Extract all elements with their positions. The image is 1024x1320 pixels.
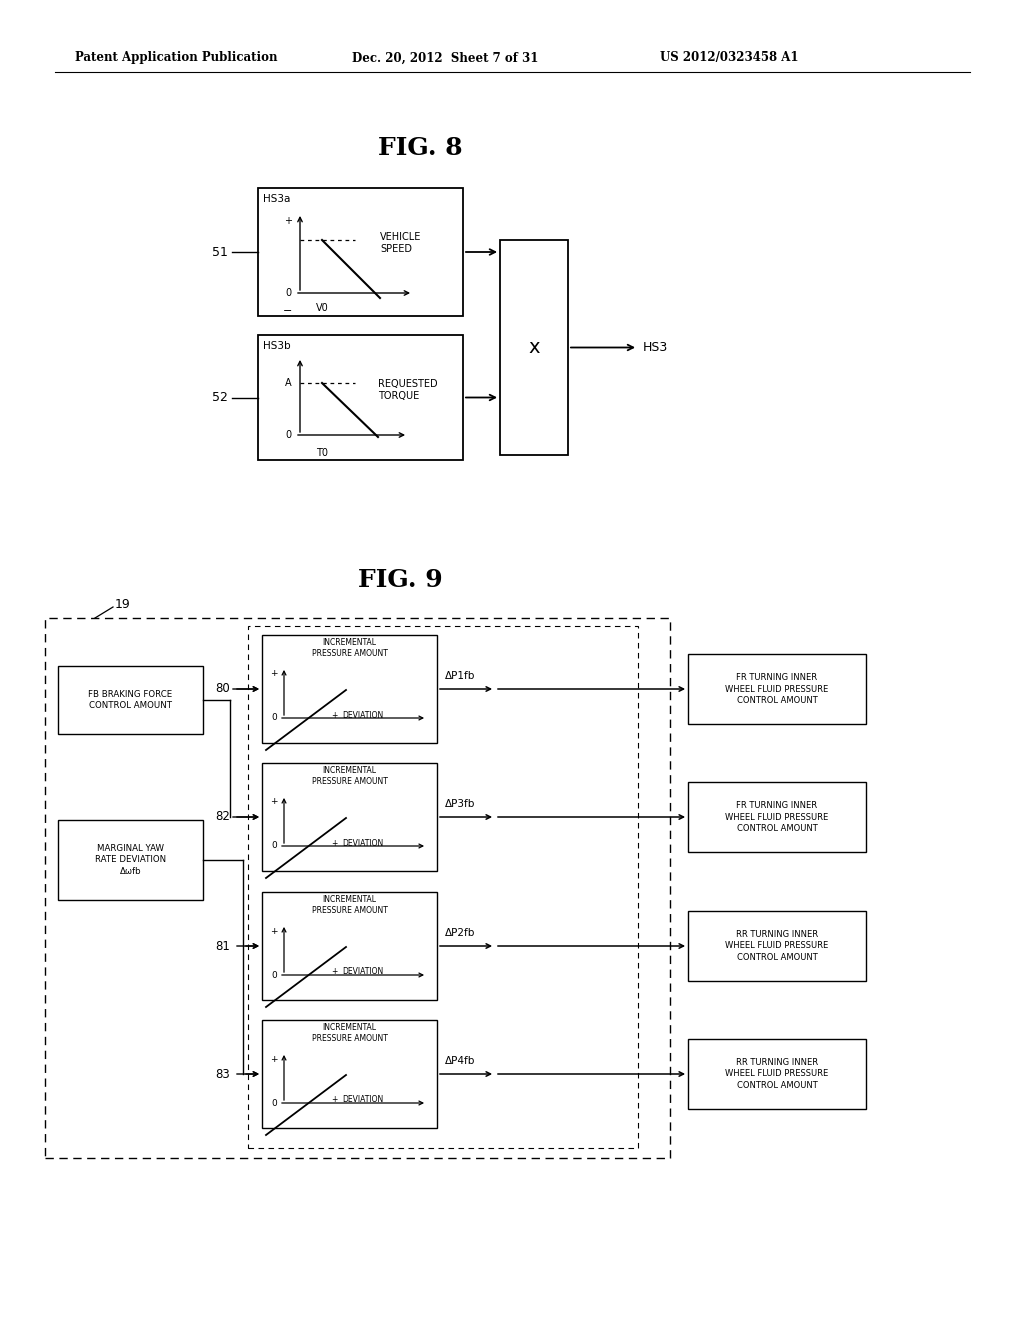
Text: ΔP2fb: ΔP2fb [445,928,475,939]
Bar [688,1039,866,1109]
Text: 0: 0 [285,430,291,440]
Text: RR TURNING INNER
WHEEL FLUID PRESSURE
CONTROL AMOUNT: RR TURNING INNER WHEEL FLUID PRESSURE CO… [725,1059,828,1089]
Text: FR TURNING INNER
WHEEL FLUID PRESSURE
CONTROL AMOUNT: FR TURNING INNER WHEEL FLUID PRESSURE CO… [725,673,828,705]
Text: 51: 51 [212,246,228,259]
Bar [688,781,866,851]
Bar [262,635,437,743]
Text: 0: 0 [271,1098,276,1107]
Text: ΔP1fb: ΔP1fb [445,671,475,681]
Text: VEHICLE
SPEED: VEHICLE SPEED [380,232,421,255]
Text: +: + [331,710,337,719]
Text: x: x [528,338,540,356]
Text: INCREMENTAL
PRESSURE AMOUNT: INCREMENTAL PRESSURE AMOUNT [311,767,387,785]
Text: 0: 0 [271,714,276,722]
Text: 83: 83 [215,1068,230,1081]
Bar [58,667,203,734]
Text: 19: 19 [115,598,131,610]
Text: +: + [331,838,337,847]
Text: DEVIATION: DEVIATION [342,968,383,977]
Bar [262,892,437,1001]
Text: FIG. 8: FIG. 8 [378,136,462,160]
Text: HS3b: HS3b [263,341,291,351]
Bar [262,1020,437,1129]
Text: US 2012/0323458 A1: US 2012/0323458 A1 [660,51,799,65]
Text: HS3a: HS3a [263,194,291,205]
Text: 0: 0 [285,288,291,298]
Bar [258,187,463,315]
Bar [688,911,866,981]
Text: +: + [270,1055,278,1064]
Text: 52: 52 [212,391,228,404]
Text: DEVIATION: DEVIATION [342,838,383,847]
Text: −: − [284,306,293,315]
Text: FB BRAKING FORCE
CONTROL AMOUNT: FB BRAKING FORCE CONTROL AMOUNT [88,690,173,710]
Text: ΔP3fb: ΔP3fb [445,799,475,809]
Text: REQUESTED
TORQUE: REQUESTED TORQUE [378,379,437,401]
Bar [500,240,568,455]
Text: 0: 0 [271,842,276,850]
Text: DEVIATION: DEVIATION [342,1096,383,1105]
Text: A: A [285,378,291,388]
Text: +: + [270,797,278,807]
Text: FIG. 9: FIG. 9 [357,568,442,591]
Text: MARGINAL YAW
RATE DEVIATION
Δωfb: MARGINAL YAW RATE DEVIATION Δωfb [95,845,166,875]
Text: V0: V0 [315,304,329,313]
Text: +: + [270,927,278,936]
Text: 80: 80 [215,682,230,696]
Bar [45,618,670,1158]
Text: +: + [331,968,337,977]
Bar [248,626,638,1148]
Text: 82: 82 [215,810,230,824]
Text: HS3: HS3 [643,341,669,354]
Text: 0: 0 [271,970,276,979]
Bar [258,335,463,459]
Text: Patent Application Publication: Patent Application Publication [75,51,278,65]
Text: ΔP4fb: ΔP4fb [445,1056,475,1067]
Text: +: + [284,216,292,226]
Text: Dec. 20, 2012  Sheet 7 of 31: Dec. 20, 2012 Sheet 7 of 31 [352,51,539,65]
Text: DEVIATION: DEVIATION [342,710,383,719]
Text: +: + [270,669,278,678]
Text: FR TURNING INNER
WHEEL FLUID PRESSURE
CONTROL AMOUNT: FR TURNING INNER WHEEL FLUID PRESSURE CO… [725,801,828,833]
Bar [58,820,203,900]
Text: INCREMENTAL
PRESSURE AMOUNT: INCREMENTAL PRESSURE AMOUNT [311,639,387,657]
Text: +: + [331,1096,337,1105]
Bar [688,653,866,723]
Bar [262,763,437,871]
Text: RR TURNING INNER
WHEEL FLUID PRESSURE
CONTROL AMOUNT: RR TURNING INNER WHEEL FLUID PRESSURE CO… [725,931,828,961]
Text: T0: T0 [316,447,328,458]
Text: 81: 81 [215,940,230,953]
Text: INCREMENTAL
PRESSURE AMOUNT: INCREMENTAL PRESSURE AMOUNT [311,895,387,915]
Text: INCREMENTAL
PRESSURE AMOUNT: INCREMENTAL PRESSURE AMOUNT [311,1023,387,1043]
